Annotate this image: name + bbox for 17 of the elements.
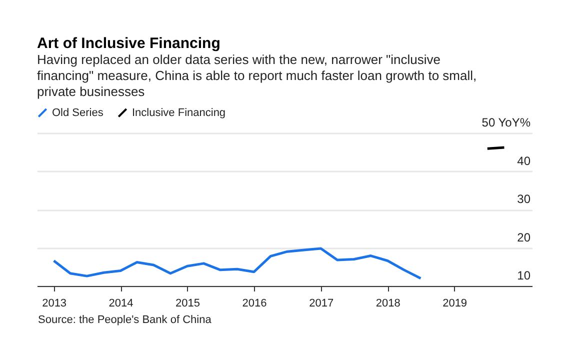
y-tick-label: 20: [517, 230, 531, 244]
y-tick-label: 30: [517, 192, 531, 206]
legend-label: Inclusive Financing: [132, 106, 226, 119]
y-tick-label: 40: [517, 154, 531, 168]
x-tick-label: 2016: [242, 298, 267, 310]
x-tick-label: 2018: [376, 298, 400, 310]
x-tick-label: 2013: [42, 298, 67, 310]
legend-label: Old Series: [52, 106, 104, 119]
y-tick-label: 10: [517, 268, 531, 282]
source-note: Source: the People's Bank of China: [38, 314, 212, 326]
x-tick-label: 2017: [309, 298, 334, 310]
x-tick-label: 2014: [108, 298, 134, 310]
x-tick-label: 2015: [176, 298, 200, 310]
x-tick-label: 2019: [442, 298, 468, 310]
chart-title: Art of Inclusive Financing: [37, 35, 220, 52]
chart-subtitle: Having replaced an older data series with the new, narrower "inclusive financing" measure, China is able to report much faster loan growth to small, private businesses: [37, 52, 477, 99]
y-tick-label: 50 YoY%: [482, 116, 531, 130]
